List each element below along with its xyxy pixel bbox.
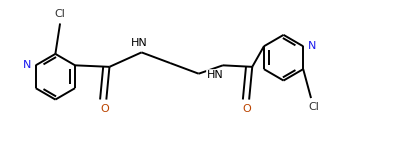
Text: HN: HN <box>207 70 223 80</box>
Text: N: N <box>23 60 31 70</box>
Text: Cl: Cl <box>309 102 320 112</box>
Text: O: O <box>243 104 251 114</box>
Text: HN: HN <box>131 38 148 48</box>
Text: O: O <box>100 104 109 114</box>
Text: N: N <box>308 41 316 51</box>
Text: Cl: Cl <box>55 9 65 19</box>
